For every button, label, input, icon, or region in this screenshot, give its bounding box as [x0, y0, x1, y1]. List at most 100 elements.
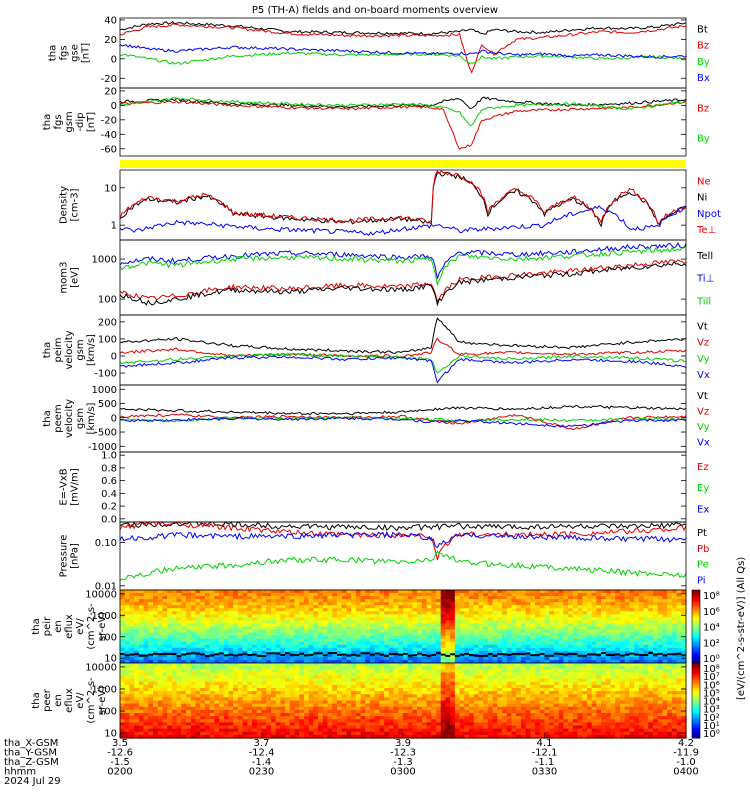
spectrogram-cell — [568, 641, 574, 646]
spectrogram-cell — [464, 638, 470, 643]
spectrogram-cell — [502, 638, 508, 643]
spectrogram-cell — [681, 654, 686, 657]
y-tick-label: 10 — [104, 183, 117, 194]
spectrogram-cell — [285, 623, 291, 628]
spectrogram-cell — [171, 703, 178, 708]
spectrogram-cell — [360, 611, 366, 615]
spectrogram-cell — [285, 608, 291, 612]
spectrogram-cell — [360, 716, 366, 720]
spectrogram-cell — [261, 719, 267, 723]
spectrogram-cell — [313, 697, 319, 702]
spectrogram-cell — [610, 617, 616, 622]
spectrogram-cell — [619, 654, 625, 657]
spectrogram-cell — [643, 626, 649, 631]
spectrogram-cell — [332, 629, 338, 634]
spectrogram-cell — [530, 629, 536, 634]
spectrogram-cell — [379, 635, 385, 640]
spectrogram-cell — [417, 663, 423, 667]
spectrogram-cell — [280, 656, 286, 661]
spectrogram-cell — [568, 605, 574, 609]
spectrogram-cell — [318, 666, 324, 670]
spectrogram-cell — [360, 632, 366, 637]
spectrogram-cell — [530, 632, 536, 637]
spectrogram-cell — [487, 602, 494, 606]
spectrogram-cell — [261, 734, 267, 739]
spectrogram-cell — [153, 684, 159, 689]
spectrogram-cell — [384, 647, 390, 652]
spectrogram-cell — [138, 734, 145, 739]
spectrogram-cell — [601, 608, 607, 612]
spectrogram-cell — [398, 644, 404, 649]
spectrogram-cell — [289, 644, 296, 649]
spectrogram-cell — [181, 669, 187, 673]
spectrogram-cell — [591, 641, 597, 646]
spectrogram-cell — [624, 602, 630, 606]
legend-item: Pt — [697, 528, 707, 539]
spectrogram-cell — [214, 593, 220, 597]
spectrogram-cell — [134, 716, 140, 720]
spectrogram-cell — [327, 709, 333, 714]
spectrogram-cell — [336, 593, 343, 597]
spectrogram-cell — [586, 611, 593, 615]
spectrogram-cell — [204, 656, 211, 661]
spectrogram-cell — [535, 654, 540, 657]
spectrogram-cell — [365, 593, 371, 597]
spectrogram-cell — [436, 694, 442, 698]
spectrogram-cell — [657, 650, 664, 655]
spectrogram-cell — [346, 617, 352, 622]
spectrogram-cell — [153, 663, 159, 667]
spectrogram-cell — [134, 663, 140, 667]
spectrogram-cell — [407, 719, 414, 723]
spectrogram-cell — [280, 688, 286, 692]
spectrogram-cell — [190, 611, 197, 615]
spectrogram-cell — [120, 611, 126, 615]
spectrogram-cell — [332, 681, 338, 686]
spectrogram-cell — [374, 719, 381, 723]
spectrogram-cell — [403, 697, 409, 702]
spectrogram-cell — [171, 605, 178, 609]
spectrogram-cell — [445, 596, 451, 600]
spectrogram-cell — [374, 638, 381, 643]
spectrogram-cell — [407, 666, 414, 670]
spectrogram-cell — [223, 593, 230, 597]
spectrogram-cell — [374, 688, 381, 692]
spectrogram-cell — [454, 623, 461, 628]
spectrogram-cell — [384, 644, 390, 649]
spectrogram-cell — [563, 623, 569, 628]
spectrogram-cell — [454, 641, 461, 646]
spectrogram-cell — [134, 590, 140, 594]
spectrogram-cell — [200, 734, 206, 739]
spectrogram-cell — [436, 678, 442, 683]
spectrogram-cell — [285, 599, 291, 603]
spectrogram-cell — [228, 623, 234, 628]
spectrogram-cell — [294, 697, 300, 702]
spectrogram-cell — [336, 602, 343, 606]
spectrogram-cell — [431, 709, 437, 714]
spectrogram-cell — [431, 672, 437, 677]
spectrogram-cell — [162, 611, 168, 615]
spectrogram-cell — [270, 632, 277, 637]
spectrogram-cell — [403, 629, 409, 634]
spectrogram-cell — [431, 644, 437, 649]
spectrogram-cell — [667, 659, 673, 664]
spectrogram-cell — [181, 725, 187, 730]
spectrogram-cell — [369, 632, 376, 637]
spectrogram-cell — [454, 638, 461, 643]
spectrogram-cell — [624, 632, 630, 637]
spectrogram-cell — [120, 635, 126, 640]
spectrogram-cell — [223, 635, 230, 640]
spectrogram-cell — [157, 681, 164, 686]
spectrogram-cell — [270, 728, 277, 733]
spectrogram-cell — [591, 659, 597, 664]
spectrogram-cell — [450, 659, 456, 664]
spectrogram-cell — [478, 602, 484, 606]
spectrogram-cell — [403, 617, 409, 622]
spectrogram-cell — [355, 697, 362, 702]
spectrogram-cell — [388, 653, 394, 656]
spectrogram-cell — [403, 611, 409, 615]
spectrogram-cell — [280, 626, 286, 631]
spectrogram-cell — [261, 632, 267, 637]
spectrogram-cell — [511, 647, 517, 652]
spectrogram-cell — [657, 623, 664, 628]
spectrogram-cell — [341, 728, 347, 733]
